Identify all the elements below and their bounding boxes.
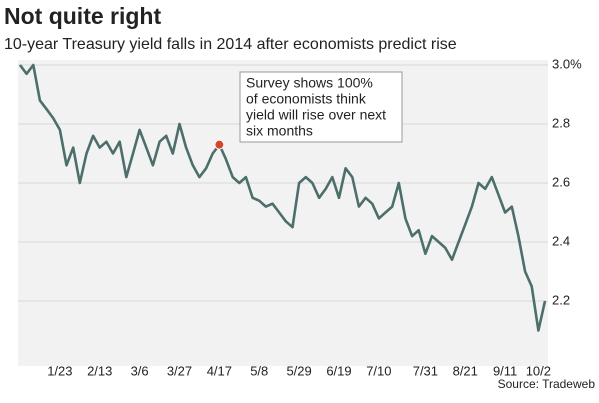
y-tick-label: 2.4: [552, 233, 570, 248]
y-tick-label: 3.0%: [552, 56, 582, 71]
annotation-box: [239, 71, 403, 143]
line: [18, 63, 547, 332]
chart-title: Not quite right: [4, 3, 161, 29]
annotation-text: yield will rise over next: [246, 107, 386, 123]
x-tick-label: 3/6: [131, 363, 149, 378]
annotation-text: of economists think: [246, 91, 367, 107]
x-tick-label: 10/2: [526, 363, 551, 378]
y-tick-label: 2.2: [552, 292, 570, 307]
x-tick-label: 4/17: [207, 363, 232, 378]
x-tick-label: 3/27: [167, 363, 192, 378]
annotation-text: six months: [246, 123, 313, 139]
annotation-text: Survey shows 100%: [246, 75, 373, 91]
x-tick-label: 5/29: [286, 363, 311, 378]
x-tick-label: 6/19: [326, 363, 351, 378]
source: Source: Tradeweb: [498, 377, 596, 391]
x-tick-label: 2/13: [87, 363, 112, 378]
y-tick-label: 2.8: [552, 115, 570, 130]
x-tick-label: 8/21: [453, 363, 478, 378]
chart-subtitle: 10-year Treasury yield falls in 2014 aft…: [4, 36, 457, 53]
x-tick-label: 7/10: [366, 363, 391, 378]
x-tick-label: 9/11: [493, 363, 517, 378]
y-tick-label: 2.6: [552, 174, 570, 189]
annotation: Survey shows 100%of economists thinkyiel…: [239, 71, 403, 143]
x-tick-label: 7/31: [413, 363, 438, 378]
annotation-marker: [214, 139, 225, 150]
x-tick-label: 1/23: [47, 363, 72, 378]
x-tick-label: 5/8: [250, 363, 268, 378]
